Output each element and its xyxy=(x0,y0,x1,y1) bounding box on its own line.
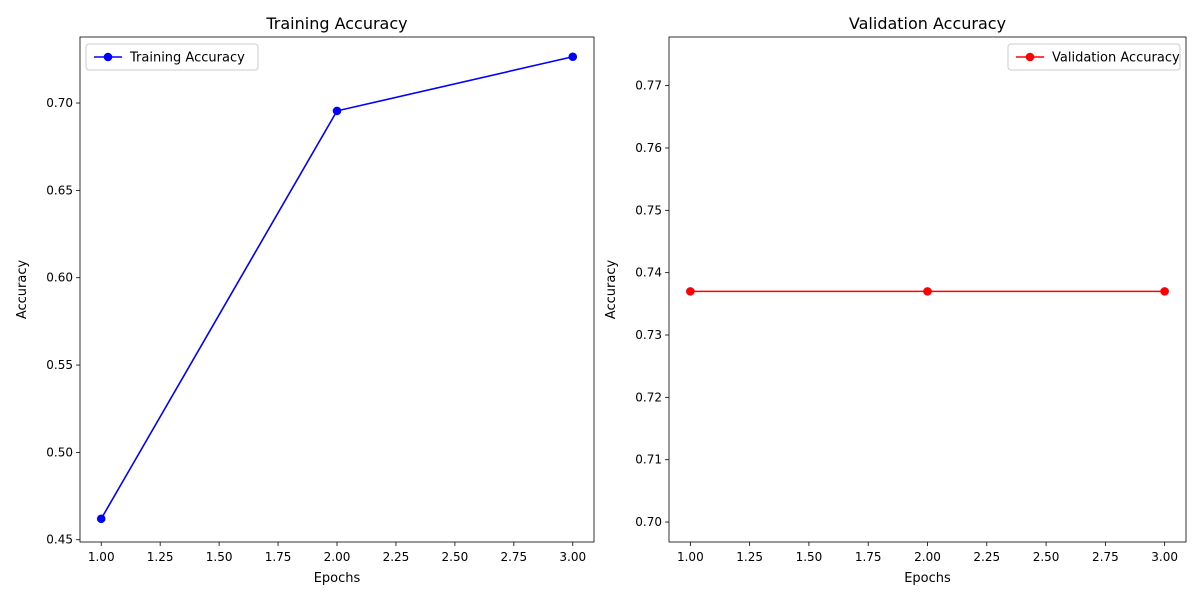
legend-marker xyxy=(1025,52,1035,62)
data-point xyxy=(1160,287,1169,296)
y-tick-label: 0.77 xyxy=(635,79,662,93)
legend-label: Validation Accuracy xyxy=(1052,51,1180,66)
series-line xyxy=(100,55,573,520)
x-tick-label: 3.00 xyxy=(1151,550,1178,564)
x-tick-label: 1.25 xyxy=(736,550,763,564)
data-point xyxy=(332,106,342,116)
x-axis-label: Epochs xyxy=(314,571,361,586)
data-point xyxy=(568,52,578,62)
x-tick-label: 2.25 xyxy=(973,550,1000,564)
x-tick-label: 1.00 xyxy=(88,550,115,564)
y-tick-label: 0.70 xyxy=(46,96,73,110)
legend: Training Accuracy xyxy=(85,43,259,71)
legend-box xyxy=(85,43,259,71)
x-tick-label: 2.00 xyxy=(914,550,941,564)
y-axis-label: Accuracy xyxy=(604,260,619,320)
plot-frame xyxy=(668,36,1187,543)
x-tick-label: 1.25 xyxy=(147,550,174,564)
plot-frame xyxy=(79,36,595,543)
data-point xyxy=(923,287,932,296)
x-tick-label: 2.50 xyxy=(442,550,469,564)
chart-title: Validation Accuracy xyxy=(849,14,1006,33)
y-tick-label: 0.60 xyxy=(46,271,73,285)
y-tick-label: 0.71 xyxy=(635,453,662,467)
chart-title: Training Accuracy xyxy=(265,14,407,33)
x-tick-label: 1.75 xyxy=(265,550,292,564)
y-tick-label: 0.65 xyxy=(46,183,73,197)
legend-box xyxy=(1007,43,1181,71)
validation-accuracy-panel: Validation Accuracy Epochs Accuracy 1.00 1.2… xyxy=(604,14,1187,586)
x-tick-label: 2.75 xyxy=(1092,550,1119,564)
x-axis-label: Epochs xyxy=(904,571,951,586)
x-tick-label: 2.75 xyxy=(500,550,527,564)
y-tick-label: 0.55 xyxy=(46,358,73,372)
y-tick-label: 0.74 xyxy=(635,266,662,280)
y-tick-label: 0.50 xyxy=(46,445,73,459)
x-tick-label: 1.00 xyxy=(677,550,704,564)
x-tick-label: 1.50 xyxy=(206,550,233,564)
x-tick-label: 1.50 xyxy=(796,550,823,564)
x-tick-label: 2.00 xyxy=(324,550,351,564)
legend-marker xyxy=(103,52,113,62)
training-accuracy-panel: Training Accuracy Epochs Accuracy 1.00 1.25 1… xyxy=(15,14,595,586)
y-tick-label: 0.73 xyxy=(635,328,662,342)
x-tick-label: 1.75 xyxy=(855,550,882,564)
y-tick-label: 0.70 xyxy=(635,515,662,529)
x-tick-label: 2.25 xyxy=(383,550,410,564)
y-tick-label: 0.45 xyxy=(46,533,73,547)
y-tick-label: 0.75 xyxy=(635,203,662,217)
y-axis-label: Accuracy xyxy=(15,260,30,320)
legend-label: Training Accuracy xyxy=(129,51,245,66)
legend: Validation Accuracy xyxy=(1007,43,1181,71)
x-tick-label: 2.50 xyxy=(1033,550,1060,564)
x-tick-label: 3.00 xyxy=(559,550,586,564)
data-point xyxy=(686,287,695,296)
y-tick-label: 0.76 xyxy=(635,141,662,155)
y-tick-label: 0.72 xyxy=(635,390,662,404)
data-point xyxy=(96,514,106,524)
